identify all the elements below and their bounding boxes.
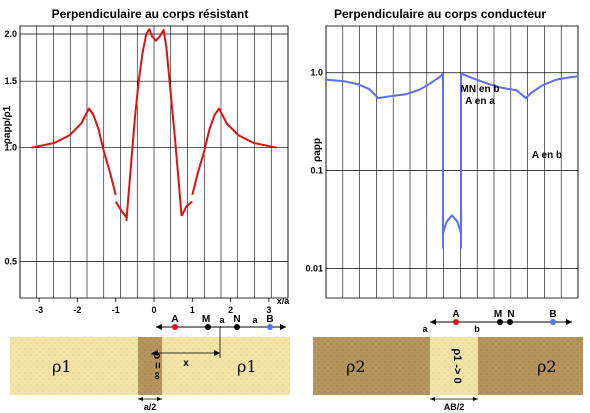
left-chart-title: Perpendiculaire au corps résistant	[52, 7, 249, 21]
left-y-tick-label: 1.5	[4, 76, 17, 86]
left-rho-left-label: ρ1	[52, 357, 72, 376]
left-grid	[19, 26, 289, 298]
left-x-tick-label: 2	[228, 305, 233, 315]
right-ticks: 0.01 0.1 1.0	[305, 68, 323, 274]
left-distance-arrow-head-right	[214, 350, 220, 356]
right-diagram: ρ2 ρ2 ρ1 -> 0 A M N B a b AB/2	[313, 309, 583, 412]
left-rho-center-label: ρ = ∞	[151, 352, 163, 379]
right-grid	[325, 26, 579, 298]
right-rho-center-label: ρ1 -> 0	[451, 348, 463, 383]
left-resistive-body	[138, 337, 162, 395]
left-label-m: M	[202, 314, 210, 325]
left-y-tick-label: 2.0	[4, 29, 17, 39]
left-x-tick-label: -3	[35, 305, 43, 315]
right-y-tick-label: 1.0	[310, 68, 323, 78]
right-y-tick-label: 0.1	[310, 166, 323, 176]
left-x-tick-label: -2	[73, 305, 81, 315]
left-chart: Perpendiculaire au corps résistant 0.5 1.…	[2, 7, 290, 315]
right-label-a: A	[452, 309, 459, 320]
left-electrode-m	[205, 324, 211, 330]
left-label-b: B	[266, 314, 273, 325]
right-chart-title: Perpendiculaire au corps conducteur	[334, 7, 546, 21]
right-electrode-line-arrow-right	[566, 319, 572, 325]
right-region-b-label: b	[474, 324, 480, 334]
right-series	[325, 72, 579, 249]
right-plot-frame	[325, 25, 579, 299]
left-width-label: a/2	[144, 402, 157, 412]
left-electrode-a	[172, 324, 178, 330]
annotation-a-en-b: A en b	[532, 150, 562, 161]
left-label-a: A	[171, 314, 178, 325]
right-y-tick-label: 0.01	[305, 264, 323, 274]
right-electrode-b	[550, 319, 556, 325]
left-series	[31, 28, 277, 221]
left-rho-right-label: ρ1	[237, 357, 257, 376]
left-y-axis-label: ρapp/ρ1	[2, 105, 13, 144]
left-series-0-segment-1	[114, 201, 128, 220]
right-electrode-line-arrow-left	[430, 319, 436, 325]
left-diagram: ρ1 ρ1 ρ = ∞ A M a N a B x a/2	[10, 314, 290, 412]
left-label-n: N	[233, 314, 240, 325]
right-y-axis-label: ρapp	[312, 138, 323, 162]
left-y-tick-label: 0.5	[4, 256, 17, 266]
right-series-0-segment-2	[442, 214, 462, 234]
left-distance-arrow-head-left	[152, 350, 158, 356]
right-electrode-a	[453, 319, 459, 325]
annotation-a-en-a: A en a	[465, 96, 495, 107]
right-label-n: N	[507, 309, 514, 320]
right-label-b: B	[549, 309, 556, 320]
right-series-0-segment-4	[460, 72, 579, 100]
right-label-m: M	[494, 309, 502, 320]
left-electrode-b	[267, 324, 273, 330]
left-width-arrow-head-left	[138, 397, 143, 401]
left-electrode-line-arrow-right	[280, 324, 286, 330]
right-rho-right-label: ρ2	[537, 357, 557, 376]
left-y-tick-label: 1.0	[4, 143, 17, 153]
annotation-mn-en-b: MN en b	[461, 84, 500, 95]
left-x-tick-label: -1	[112, 305, 120, 315]
left-distance-label: x	[183, 358, 189, 369]
left-electrode-line-arrow-left	[156, 324, 162, 330]
right-chart: Perpendiculaire au corps conducteur 0.01…	[305, 7, 579, 299]
left-x-tick-label: 0	[151, 305, 156, 315]
left-width-arrow-head-right	[157, 397, 162, 401]
right-electrode-m	[497, 319, 503, 325]
left-x-tick-label: 1	[190, 305, 195, 315]
right-width-arrow-head-right	[473, 397, 478, 401]
left-series-0-segment-2	[125, 28, 183, 221]
right-conductive-body	[430, 337, 478, 395]
right-region-a-label: a	[422, 324, 428, 334]
left-x-axis-label: x/a	[277, 296, 291, 306]
left-ticks: 0.5 1.0 1.5 2.0 -3 -2 -1 0 1 2 3	[4, 29, 271, 315]
left-x-tick-label: 3	[266, 305, 271, 315]
left-label-a-spacing-1: a	[219, 315, 225, 325]
right-electrode-n	[507, 319, 513, 325]
left-series-0-segment-4	[191, 107, 277, 196]
left-series-0-segment-3	[180, 200, 193, 217]
right-series-0-segment-0	[325, 72, 444, 100]
right-rho-left-label: ρ2	[346, 357, 366, 376]
left-electrode-n	[234, 324, 240, 330]
left-series-0-segment-0	[31, 107, 117, 196]
right-width-label: AB/2	[444, 402, 465, 412]
right-width-arrow-head-left	[430, 397, 435, 401]
left-label-a-spacing-2: a	[252, 315, 258, 325]
